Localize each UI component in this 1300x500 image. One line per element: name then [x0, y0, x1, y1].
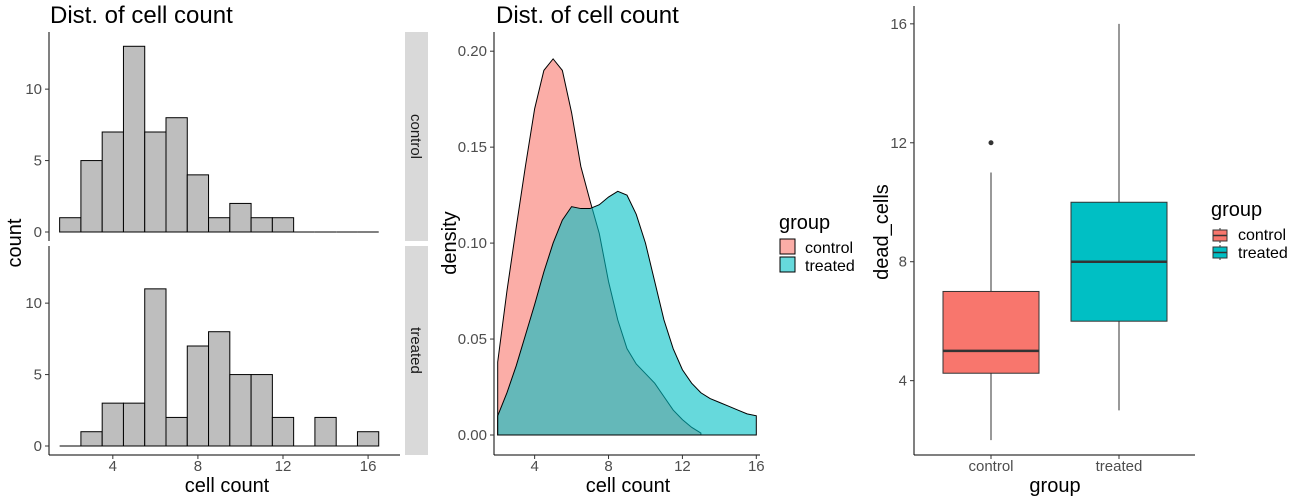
- boxplot-x-axis-label: group: [1029, 475, 1080, 497]
- histogram-bar-treated-7: [165, 416, 188, 447]
- histogram-x-tick-label-12: 12: [275, 458, 292, 475]
- boxplot-legend-key-treated: [1212, 245, 1228, 260]
- facet-strip-treated: [405, 246, 428, 455]
- density-legend: group control treated: [779, 212, 855, 275]
- density-legend-label-control: control: [805, 240, 853, 257]
- facet-y-tick-label-control-0: 0: [34, 224, 42, 241]
- density-area-treated: [497, 190, 757, 436]
- histogram-bar-control-4: [101, 131, 124, 233]
- boxplot-x-tick-label-treated: treated: [1096, 458, 1143, 475]
- boxplot-legend-label-control: control: [1238, 227, 1286, 244]
- histogram-bar-control-11: [250, 217, 273, 233]
- histogram-x-tick-label-4: 4: [109, 458, 117, 475]
- histogram-panel: Dist. of cell count count cell count con…: [4, 2, 428, 497]
- density-x-tick-label-16: 16: [748, 458, 765, 475]
- facet-y-tick-label-treated-0: 0: [34, 438, 42, 455]
- histogram-bar-treated-14: [314, 416, 337, 447]
- histogram-x-tick-label-8: 8: [194, 458, 202, 475]
- facet-control: control 0 5 10: [25, 32, 428, 241]
- boxplot-legend-title: group: [1211, 199, 1262, 221]
- density-legend-title: group: [779, 212, 830, 234]
- boxplot-y-tick-label-16: 16: [890, 16, 907, 33]
- boxplot-x-tick-label-control: control: [968, 458, 1013, 475]
- density-panel: Dist. of cell count density cell count 0…: [439, 2, 855, 497]
- facet-y-tick-label-treated-5: 5: [34, 367, 42, 384]
- histogram-bar-control-10: [229, 202, 252, 233]
- boxplot-iqr-control: [942, 290, 1040, 374]
- histogram-bar-control-6: [144, 131, 167, 233]
- histogram-bar-treated-11: [250, 374, 273, 447]
- density-legend-label-treated: treated: [805, 258, 855, 275]
- density-y-tick-label-2: 0.10: [458, 235, 487, 252]
- histogram-bar-treated-5: [122, 402, 146, 447]
- density-x-tick-label-4: 4: [530, 458, 538, 475]
- boxplot-y-tick-label-8: 8: [899, 254, 907, 271]
- histogram-bar-control-12: [271, 217, 295, 233]
- density-y-tick-label-4: 0.20: [458, 43, 487, 60]
- histogram-bar-treated-8: [186, 345, 210, 447]
- histogram-bar-control-7: [165, 117, 188, 233]
- histogram-bar-control-3: [80, 160, 103, 233]
- facet-strip-label-treated: treated: [407, 327, 424, 374]
- histogram-bar-treated-3: [80, 431, 103, 447]
- histogram-bar-treated-6: [144, 288, 167, 447]
- density-y-tick-label-0: 0.00: [458, 427, 487, 444]
- histogram-bar-control-9: [208, 217, 231, 233]
- density-legend-key-control: [779, 238, 796, 255]
- density-legend-key-treated: [779, 256, 796, 273]
- density-title: Dist. of cell count: [496, 2, 679, 29]
- boxplot-y-tick-label-12: 12: [890, 135, 907, 152]
- histogram-bar-control-2: [59, 217, 82, 233]
- histogram-bar-treated-4: [101, 402, 124, 447]
- histogram-x-tick-label-16: 16: [360, 458, 377, 475]
- facet-y-tick-label-treated-10: 10: [25, 295, 42, 312]
- density-x-axis-label: cell count: [586, 475, 671, 497]
- boxplot-legend: group control treated: [1211, 199, 1288, 262]
- histogram-bar-control-5: [122, 45, 146, 233]
- boxplot-outlier-control-0: [988, 140, 994, 146]
- density-x-tick-label-12: 12: [674, 458, 691, 475]
- density-x-tick-label-8: 8: [604, 458, 612, 475]
- facet-y-tick-label-control-5: 5: [34, 153, 42, 170]
- boxplot-y-axis-label: dead_cells: [871, 184, 893, 280]
- histogram-x-axis-label: cell count: [185, 475, 270, 497]
- density-y-tick-label-1: 0.05: [458, 331, 487, 348]
- facet-strip-control: [405, 32, 428, 241]
- density-y-tick-label-3: 0.15: [458, 139, 487, 156]
- facet-treated: treated 0 5 10: [25, 246, 428, 455]
- histogram-y-axis-label: count: [4, 218, 26, 267]
- histogram-bar-treated-16: [356, 431, 380, 447]
- histogram-bar-treated-9: [208, 331, 231, 447]
- histogram-title: Dist. of cell count: [50, 2, 233, 29]
- boxplot-box-control: [942, 140, 1040, 441]
- boxplot-box-treated: [1070, 23, 1168, 411]
- facet-y-tick-label-control-10: 10: [25, 81, 42, 98]
- histogram-bar-treated-10: [229, 374, 252, 447]
- facet-strip-label-control: control: [407, 114, 424, 159]
- boxplot-legend-label-treated: treated: [1238, 245, 1288, 262]
- density-y-axis-label: density: [439, 211, 461, 274]
- boxplot-legend-key-control: [1212, 228, 1228, 243]
- histogram-bar-treated-12: [271, 416, 295, 447]
- boxplot-y-tick-label-4: 4: [899, 373, 907, 390]
- histogram-bar-control-8: [186, 174, 210, 233]
